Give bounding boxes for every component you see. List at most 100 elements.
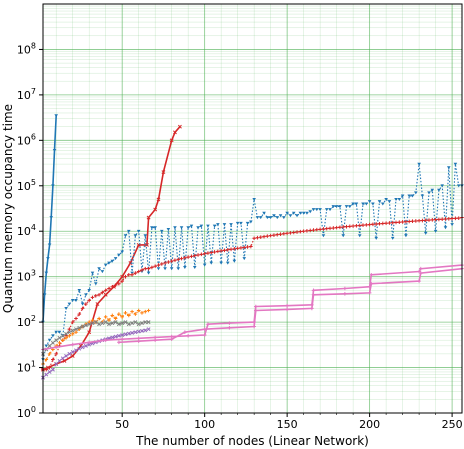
data-point <box>321 234 326 238</box>
data-point <box>387 200 392 204</box>
data-point <box>70 350 75 354</box>
data-point <box>64 331 69 336</box>
data-point <box>285 307 289 312</box>
data-point <box>70 299 75 303</box>
data-point <box>67 351 72 356</box>
data-point <box>334 205 339 209</box>
data-point <box>120 315 124 319</box>
data-point <box>418 271 423 275</box>
series-6 <box>41 320 151 356</box>
data-point <box>324 226 329 231</box>
data-point <box>265 234 270 238</box>
data-point <box>123 311 128 315</box>
data-point <box>324 208 329 212</box>
x-tick-label: 150 <box>277 418 298 431</box>
data-point <box>437 217 441 222</box>
data-point <box>64 336 68 340</box>
data-point <box>80 302 85 306</box>
data-point <box>433 229 438 233</box>
data-point <box>367 200 372 204</box>
data-point <box>143 320 148 325</box>
data-point <box>189 224 194 228</box>
data-point <box>232 247 237 251</box>
data-point <box>272 233 276 237</box>
data-point <box>351 202 355 206</box>
data-point <box>120 279 124 283</box>
data-point <box>202 333 207 337</box>
data-point <box>447 216 451 221</box>
data-point <box>87 298 91 303</box>
plot-frame <box>42 3 463 414</box>
data-point <box>146 215 151 220</box>
data-point <box>70 320 75 324</box>
data-point <box>311 288 316 293</box>
data-point <box>70 332 75 336</box>
data-point <box>166 260 171 264</box>
data-point <box>255 216 260 220</box>
data-point <box>361 202 365 206</box>
data-point <box>110 335 115 340</box>
data-point <box>311 292 316 297</box>
data-point <box>133 330 138 335</box>
data-point <box>50 367 55 372</box>
data-point <box>97 322 102 327</box>
data-point <box>54 338 59 343</box>
data-point <box>295 214 299 218</box>
data-point <box>130 330 135 335</box>
data-point <box>308 228 313 233</box>
data-point <box>161 170 166 175</box>
data-point <box>440 184 445 188</box>
data-point <box>183 256 187 260</box>
data-point <box>136 322 141 327</box>
data-point <box>397 198 402 202</box>
data-point <box>177 124 182 129</box>
data-point <box>311 228 316 232</box>
data-point <box>93 282 98 286</box>
data-point <box>239 221 243 225</box>
data-point <box>427 218 431 222</box>
data-point <box>407 194 412 198</box>
data-point <box>57 358 62 363</box>
data-point <box>133 234 138 238</box>
series-4 <box>41 308 151 366</box>
data-point <box>103 320 108 325</box>
data-point <box>126 313 131 318</box>
data-point <box>130 272 134 277</box>
data-point <box>423 218 428 223</box>
data-point <box>126 331 131 336</box>
data-point <box>74 327 78 332</box>
data-point <box>430 188 435 192</box>
data-point <box>123 332 128 337</box>
data-point <box>87 320 91 324</box>
data-point <box>136 308 141 313</box>
data-point <box>130 321 135 326</box>
data-point <box>74 348 78 353</box>
data-point <box>87 342 92 347</box>
data-point <box>343 291 347 296</box>
data-point <box>196 226 200 230</box>
data-point <box>173 226 177 230</box>
data-point <box>120 250 124 254</box>
data-point <box>437 188 441 192</box>
data-point <box>285 211 289 215</box>
data-point <box>206 251 210 255</box>
data-point <box>156 197 161 202</box>
data-point <box>311 208 316 212</box>
data-point <box>222 248 227 253</box>
data-point <box>169 259 174 263</box>
data-point <box>169 138 174 143</box>
data-point <box>239 246 243 250</box>
data-point <box>338 225 342 230</box>
data-point <box>169 267 174 271</box>
data-point <box>46 257 50 261</box>
data-point <box>136 329 141 334</box>
data-point <box>285 303 289 308</box>
data-point <box>146 327 151 332</box>
data-point <box>153 264 157 268</box>
data-point <box>192 253 197 258</box>
data-point <box>196 253 200 257</box>
data-point <box>453 162 458 166</box>
data-point <box>103 263 108 267</box>
data-point <box>57 330 62 334</box>
data-point <box>70 328 75 333</box>
